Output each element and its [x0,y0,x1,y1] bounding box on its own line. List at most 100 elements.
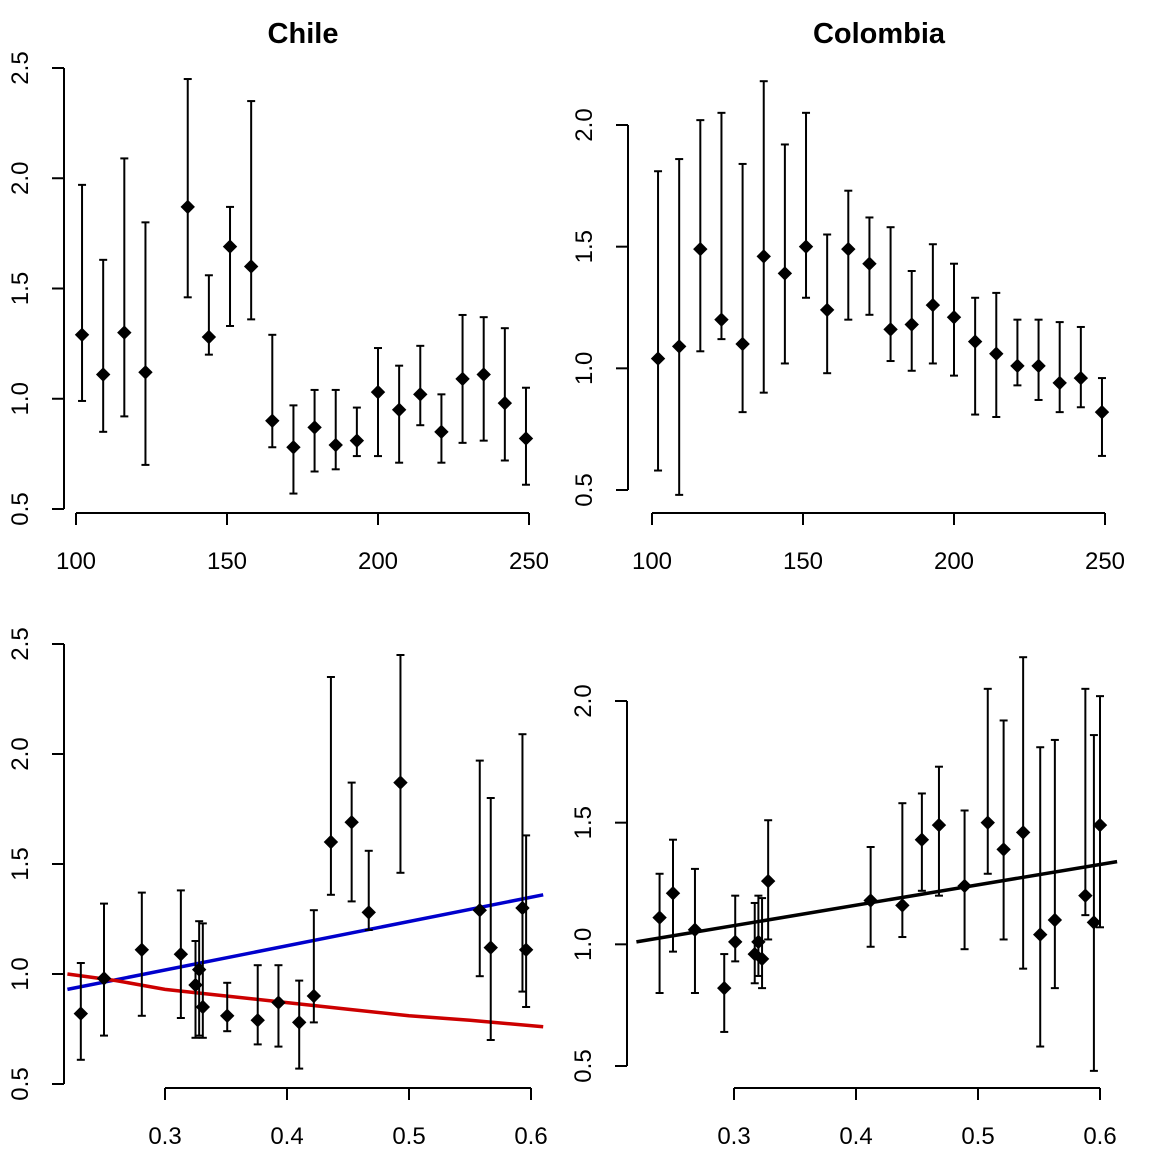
x-tick-label: 150 [783,548,823,575]
y-tick-label: 1.0 [7,957,34,990]
data-point [754,951,770,967]
x-tick-label: 100 [632,548,672,575]
data-point [714,312,729,327]
data-point [349,433,365,448]
data-point [518,431,534,446]
data-point [777,266,793,281]
data-point [201,329,217,345]
data-point [957,878,972,894]
data-point [243,259,259,274]
data-point [434,424,449,440]
x-tick-label: 0.5 [392,1123,425,1150]
x-tick-label: 0.4 [839,1123,872,1150]
data-point [1094,404,1110,420]
y-tick-label: 0.5 [7,1067,34,1100]
data-point [904,317,919,332]
data-point [250,1012,265,1028]
data-point [863,893,878,908]
data-point [323,834,339,850]
x-tick-label: 250 [1085,548,1125,575]
x-tick-label: 100 [56,548,96,575]
data-point [862,256,877,271]
chart-panel-chile: Chile 100 150 200 250 0.5 1.0 1.5 2.0 2.5 [7,18,549,575]
data-point [728,934,743,950]
x-tick-label: 0.6 [1083,1123,1116,1150]
chart-panel-chile-scatter: 0.3 0.4 0.5 0.6 0.5 1.0 1.5 2.0 2.5 [7,627,548,1150]
data-point [95,367,111,382]
data-point [1052,375,1067,391]
y-tick-label: 2.0 [571,108,598,141]
data-point [1073,370,1089,386]
x-tick-label: 250 [509,548,549,575]
data-point [483,940,498,955]
data-point [1015,825,1031,840]
data-point [455,371,470,387]
data-point [931,817,947,833]
data-point [1033,927,1048,942]
data-point [134,942,150,958]
data-point [760,873,776,889]
data-point [1078,888,1093,903]
chart-panel-colombia: Colombia 100 150 200 250 0.5 1.0 1.5 2.0 [571,18,1125,575]
data-point [946,310,962,325]
data-point [671,339,687,354]
x-tick-label: 0.5 [961,1123,994,1150]
data-point [1047,912,1063,928]
data-point [717,980,732,996]
data-point [73,1006,89,1021]
y-tick-label: 2.0 [7,162,34,195]
data-point [393,775,408,790]
trend-line [67,893,544,992]
data-point [798,239,814,254]
data-point [74,327,90,343]
data-point [996,842,1011,857]
data-point [925,297,941,313]
data-point [344,814,359,830]
data-point [173,946,189,962]
data-point [518,942,534,958]
trend-line [67,972,544,1029]
data-point [665,886,681,901]
y-tick-label: 1.0 [7,382,34,415]
data-point [472,902,487,918]
data-point [220,1008,235,1024]
trend-line [636,859,1118,944]
data-point [391,402,407,417]
data-point [989,346,1004,361]
y-tick-label: 2.0 [7,737,34,770]
x-tick-label: 0.3 [717,1123,750,1150]
data-point [652,910,667,925]
y-tick-label: 2.5 [7,627,34,660]
data-point [117,325,132,340]
chart-panel-colombia-scatter: 0.3 0.4 0.5 0.6 0.5 1.0 1.5 2.0 [570,656,1118,1150]
data-point [271,995,286,1010]
data-point [883,322,898,337]
x-tick-label: 200 [358,548,398,575]
data-point [841,241,856,257]
y-tick-label: 1.5 [7,272,34,305]
data-point [306,988,322,1004]
y-tick-label: 0.5 [7,492,34,525]
data-point [138,365,153,380]
data-point [291,1015,307,1030]
data-point [195,999,211,1015]
y-tick-label: 0.5 [571,473,598,506]
data-point [693,241,708,257]
x-tick-label: 0.6 [514,1123,547,1150]
data-point [361,905,376,920]
data-point [1031,358,1046,374]
data-point [180,199,195,215]
data-point [1086,915,1102,930]
y-tick-label: 1.5 [7,847,34,880]
y-tick-label: 1.5 [570,806,597,839]
data-point [286,440,301,455]
data-point [1092,817,1108,833]
y-tick-label: 1.0 [570,928,597,961]
data-point [650,351,666,366]
x-tick-label: 150 [207,548,247,575]
y-tick-label: 2.5 [7,51,34,84]
data-point [413,387,428,402]
data-point [895,898,910,913]
data-point [476,367,491,382]
